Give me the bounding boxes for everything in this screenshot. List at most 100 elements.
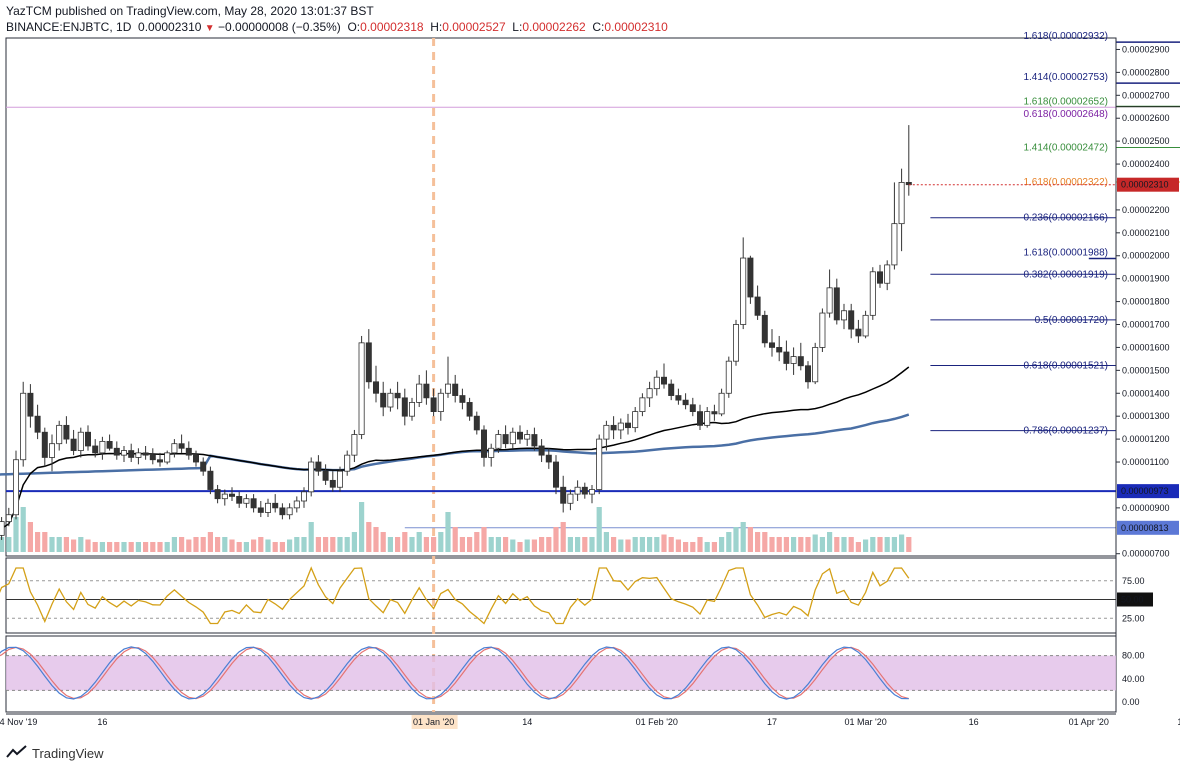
candle (344, 454, 351, 472)
volume-bar (863, 539, 869, 552)
volume-bar (589, 537, 595, 552)
footer-brand[interactable]: TradingView (6, 742, 104, 764)
volume-bar (639, 537, 645, 552)
volume-bar (373, 527, 379, 552)
candle (704, 411, 711, 426)
volume-bar (539, 537, 545, 552)
volume-bar (719, 537, 725, 552)
candle (452, 383, 459, 396)
candle (171, 443, 178, 454)
volume-bar (301, 537, 307, 552)
price-tick-label: 0.00001300 (1122, 411, 1170, 421)
candle (423, 383, 430, 399)
symbol-label[interactable]: BINANCE:ENJBTC, 1D (6, 20, 132, 34)
time-tick-label: 17 (767, 717, 777, 727)
candle (300, 491, 307, 502)
volume-bar (855, 542, 861, 552)
price-tick-label: 0.00002800 (1122, 67, 1170, 77)
candle (891, 223, 898, 266)
candle (99, 440, 106, 454)
time-tick-label: 01 Mar '20 (844, 717, 886, 727)
volume-bar (827, 532, 833, 552)
fib-label: 0.382(0.00001919) (1023, 269, 1108, 280)
volume-bar (0, 537, 5, 552)
volume-bar (445, 512, 451, 552)
volume-bar (798, 537, 804, 552)
candle (697, 411, 704, 426)
candle (459, 395, 466, 403)
candle (34, 415, 41, 433)
volume-bar (121, 542, 127, 552)
volume-bar (812, 534, 818, 552)
candle (135, 452, 142, 458)
candle (243, 498, 250, 504)
candle (336, 470, 343, 488)
price-tick-label: 0.00002700 (1122, 90, 1170, 100)
volume-bar (841, 537, 847, 552)
volume-bar (495, 537, 501, 552)
candle (200, 461, 207, 472)
candle (56, 424, 63, 445)
volume-bar (805, 537, 811, 552)
candle (207, 470, 214, 490)
stoch-d-line (0, 646, 909, 700)
volume-bar (517, 542, 523, 552)
time-tick-label: 04 Nov '19 (0, 717, 37, 727)
change-value: −0.00000008 (−0.35%) (218, 20, 341, 34)
candle (380, 392, 387, 408)
volume-bar (337, 537, 343, 552)
candle (725, 360, 732, 394)
candle (365, 342, 372, 383)
candle (603, 424, 610, 440)
support-tag (1117, 520, 1179, 535)
volume-bar (791, 537, 797, 552)
candle (718, 392, 725, 415)
candle (257, 507, 264, 513)
candle (329, 479, 336, 488)
time-tick-label: 01 Feb '20 (636, 717, 678, 727)
volume-bar (740, 522, 746, 552)
volume-bar (186, 539, 192, 552)
volume-bar (848, 537, 854, 552)
candle (711, 411, 718, 415)
candle (877, 271, 884, 284)
price-tick-label: 0.00001100 (1122, 457, 1169, 467)
volume-bar (654, 537, 660, 552)
fib-label: 1.414(0.00002472) (1023, 143, 1108, 154)
volume-bar (272, 542, 278, 552)
time-tick-label: 14 (1177, 717, 1180, 727)
volume-bar (251, 539, 257, 552)
price-tick-label: 0.00001400 (1122, 388, 1170, 398)
candle (754, 296, 761, 316)
candle (639, 397, 646, 413)
volume-bar (215, 537, 221, 552)
volume-bar (20, 507, 26, 552)
candle (142, 452, 149, 456)
price-tick-label: 0.00002100 (1122, 228, 1170, 238)
volume-bar (726, 532, 732, 552)
volume-bar (402, 532, 408, 552)
support-tag (1117, 484, 1179, 499)
volume-bar (380, 532, 386, 552)
volume-bar (531, 539, 537, 552)
chart-canvas[interactable]: 1.618(0.00002932) 1.414(0.00002753) 0.618(… (0, 0, 1180, 740)
candle (416, 383, 423, 403)
candle (617, 422, 624, 431)
open-label: O: (347, 20, 361, 34)
candle (531, 434, 538, 447)
candle (560, 486, 567, 504)
high-value: 0.00002527 (442, 20, 506, 34)
candle (869, 271, 876, 316)
rsi-line (0, 566, 910, 625)
volume-bar (560, 522, 566, 552)
price-tick-label: 0.00002200 (1122, 205, 1170, 215)
rsi-level-label: 50.00 (1121, 595, 1144, 605)
candle (12, 459, 19, 516)
volume-bar (27, 522, 33, 552)
volume-bar (258, 537, 264, 552)
volume-bar (683, 542, 689, 552)
candle (833, 287, 840, 321)
candle (214, 489, 221, 500)
stoch-k-line (0, 646, 909, 700)
candle (632, 411, 639, 429)
